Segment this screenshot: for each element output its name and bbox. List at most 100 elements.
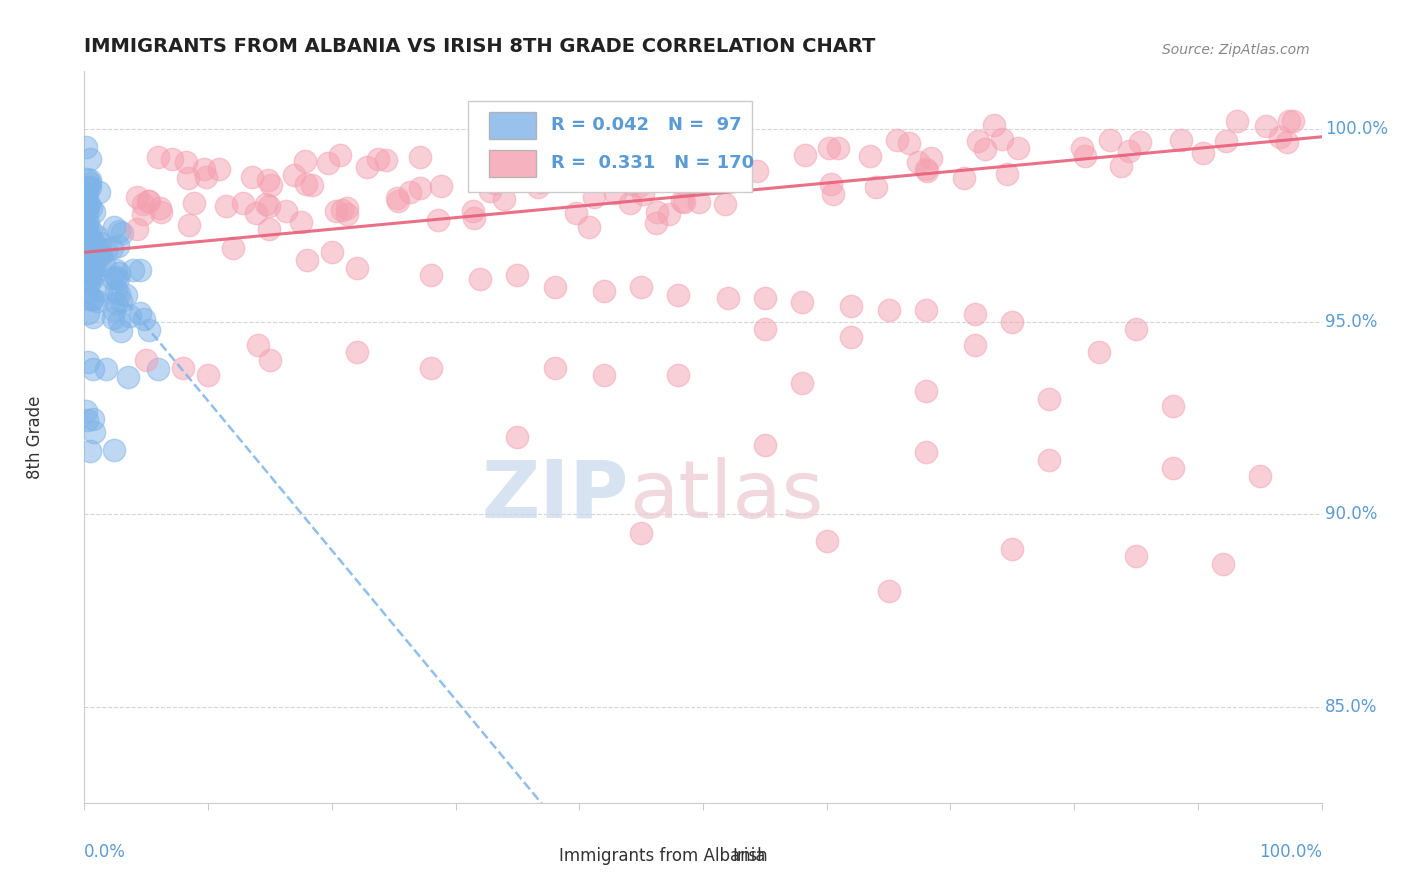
Point: [356, 160, 378, 174]
Text: 100.0%: 100.0%: [1326, 120, 1388, 138]
Point: [149, 201, 172, 215]
Bar: [489, 150, 536, 178]
Point: [375, 153, 398, 167]
Point: [174, 154, 197, 169]
Point: [232, 196, 254, 211]
Point: [77, 245, 100, 260]
Point: [128, 263, 150, 277]
Point: [1254, 119, 1277, 133]
Point: [596, 159, 619, 173]
Point: [790, 376, 813, 391]
Point: [841, 299, 863, 313]
Text: ZIP: ZIP: [481, 457, 628, 534]
Point: [823, 186, 845, 201]
Point: [1129, 136, 1152, 150]
Point: [965, 337, 987, 351]
Point: [815, 534, 838, 549]
Point: [543, 360, 565, 375]
Point: [983, 118, 1005, 132]
Point: [103, 310, 125, 325]
Point: [582, 190, 605, 204]
Point: [104, 285, 127, 299]
Point: [865, 180, 887, 194]
Point: [89, 185, 111, 199]
Point: [966, 134, 988, 148]
Point: [1282, 114, 1305, 128]
Point: [1001, 315, 1024, 329]
Point: [295, 252, 318, 267]
Point: [138, 194, 160, 209]
Point: [254, 197, 277, 211]
Point: [321, 245, 343, 260]
Point: [605, 186, 627, 201]
Point: [197, 368, 219, 383]
Point: [83, 267, 105, 281]
Point: [794, 148, 817, 162]
Point: [696, 173, 718, 187]
Point: [666, 368, 689, 383]
Point: [89, 235, 111, 250]
Point: [222, 242, 245, 256]
Point: [195, 170, 218, 185]
Point: [398, 185, 420, 199]
Point: [318, 156, 340, 170]
Point: [193, 162, 215, 177]
Point: [82, 412, 104, 426]
Text: 0.0%: 0.0%: [84, 843, 127, 861]
Point: [827, 141, 849, 155]
Point: [111, 226, 134, 240]
Point: [77, 267, 100, 281]
Point: [886, 133, 908, 147]
Point: [101, 241, 124, 255]
Point: [1226, 114, 1249, 128]
Text: Source: ZipAtlas.com: Source: ZipAtlas.com: [1161, 43, 1309, 57]
Point: [1001, 541, 1024, 556]
FancyBboxPatch shape: [468, 101, 752, 192]
Point: [120, 310, 142, 324]
Point: [593, 284, 616, 298]
Point: [138, 323, 160, 337]
Point: [117, 370, 139, 384]
Point: [714, 196, 737, 211]
Point: [578, 152, 600, 166]
Point: [336, 201, 359, 215]
Point: [148, 150, 170, 164]
Point: [1268, 129, 1291, 144]
Point: [77, 293, 100, 307]
Point: [75, 186, 97, 201]
Point: [246, 337, 269, 351]
Point: [673, 195, 696, 210]
Point: [620, 178, 643, 192]
Text: 100.0%: 100.0%: [1258, 843, 1322, 861]
Point: [79, 173, 101, 187]
Text: atlas: atlas: [628, 457, 823, 534]
Point: [920, 151, 942, 165]
Point: [79, 227, 101, 242]
Point: [506, 430, 529, 444]
Point: [1038, 453, 1060, 467]
Point: [668, 169, 690, 183]
Point: [644, 216, 666, 230]
Point: [688, 195, 710, 210]
Point: [260, 178, 283, 193]
Point: [93, 257, 115, 271]
Point: [965, 307, 987, 321]
Point: [75, 403, 97, 417]
Point: [77, 237, 100, 252]
Bar: [672, 846, 721, 866]
Point: [1125, 549, 1147, 564]
Point: [578, 220, 600, 235]
Point: [240, 169, 263, 184]
Point: [80, 243, 103, 257]
Point: [1212, 557, 1234, 571]
Point: [76, 204, 98, 219]
Point: [666, 287, 689, 301]
Point: [94, 243, 117, 257]
Point: [82, 362, 104, 376]
Point: [346, 345, 368, 359]
Point: [1161, 461, 1184, 475]
Point: [1098, 134, 1121, 148]
Point: [149, 204, 172, 219]
Point: [426, 213, 449, 227]
Point: [76, 199, 98, 213]
